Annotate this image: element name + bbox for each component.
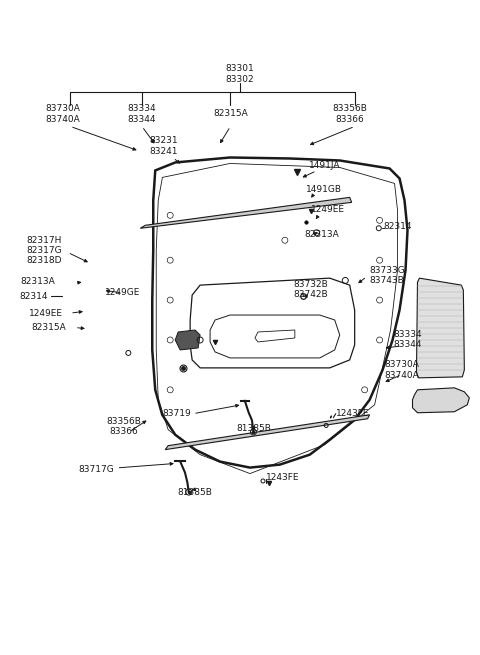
Text: 83730A
83740A: 83730A 83740A [384,360,419,380]
Text: 82314: 82314 [20,291,48,301]
Text: 83719: 83719 [162,409,191,418]
Text: 83733G
83743B: 83733G 83743B [369,265,405,285]
Text: 82314: 82314 [384,222,412,231]
Text: 81385B: 81385B [236,424,271,433]
Text: 82315A: 82315A [32,323,67,332]
Polygon shape [165,415,370,449]
Polygon shape [417,278,464,378]
Text: 83356B
83366: 83356B 83366 [333,104,368,124]
Text: 83717G: 83717G [79,465,115,474]
Text: 83231
83241: 83231 83241 [149,136,178,156]
Text: 82313A: 82313A [21,277,56,286]
Text: 83334
83344: 83334 83344 [128,104,156,124]
Text: 82315A: 82315A [213,109,248,119]
Text: 82317H
82317G
82318D: 82317H 82317G 82318D [26,236,61,265]
Polygon shape [140,197,352,229]
Text: 81385B: 81385B [177,487,212,496]
Text: 1491JA: 1491JA [310,161,341,170]
Text: 1249EE: 1249EE [29,309,63,318]
Text: 1249GE: 1249GE [105,288,141,297]
Polygon shape [412,388,469,413]
Text: 83356B
83366: 83356B 83366 [107,417,142,436]
Text: 83301
83302: 83301 83302 [226,64,254,84]
Text: 1243FE: 1243FE [336,409,369,418]
Text: 1249EE: 1249EE [311,206,345,214]
Text: 82313A: 82313A [305,230,339,238]
Text: 83730A
83740A: 83730A 83740A [46,104,80,124]
Text: 1491GB: 1491GB [306,185,342,193]
Text: 83732B
83742B: 83732B 83742B [294,280,328,299]
Text: 1243FE: 1243FE [266,473,300,482]
Text: 83334
83344: 83334 83344 [393,329,422,349]
Polygon shape [175,330,200,350]
